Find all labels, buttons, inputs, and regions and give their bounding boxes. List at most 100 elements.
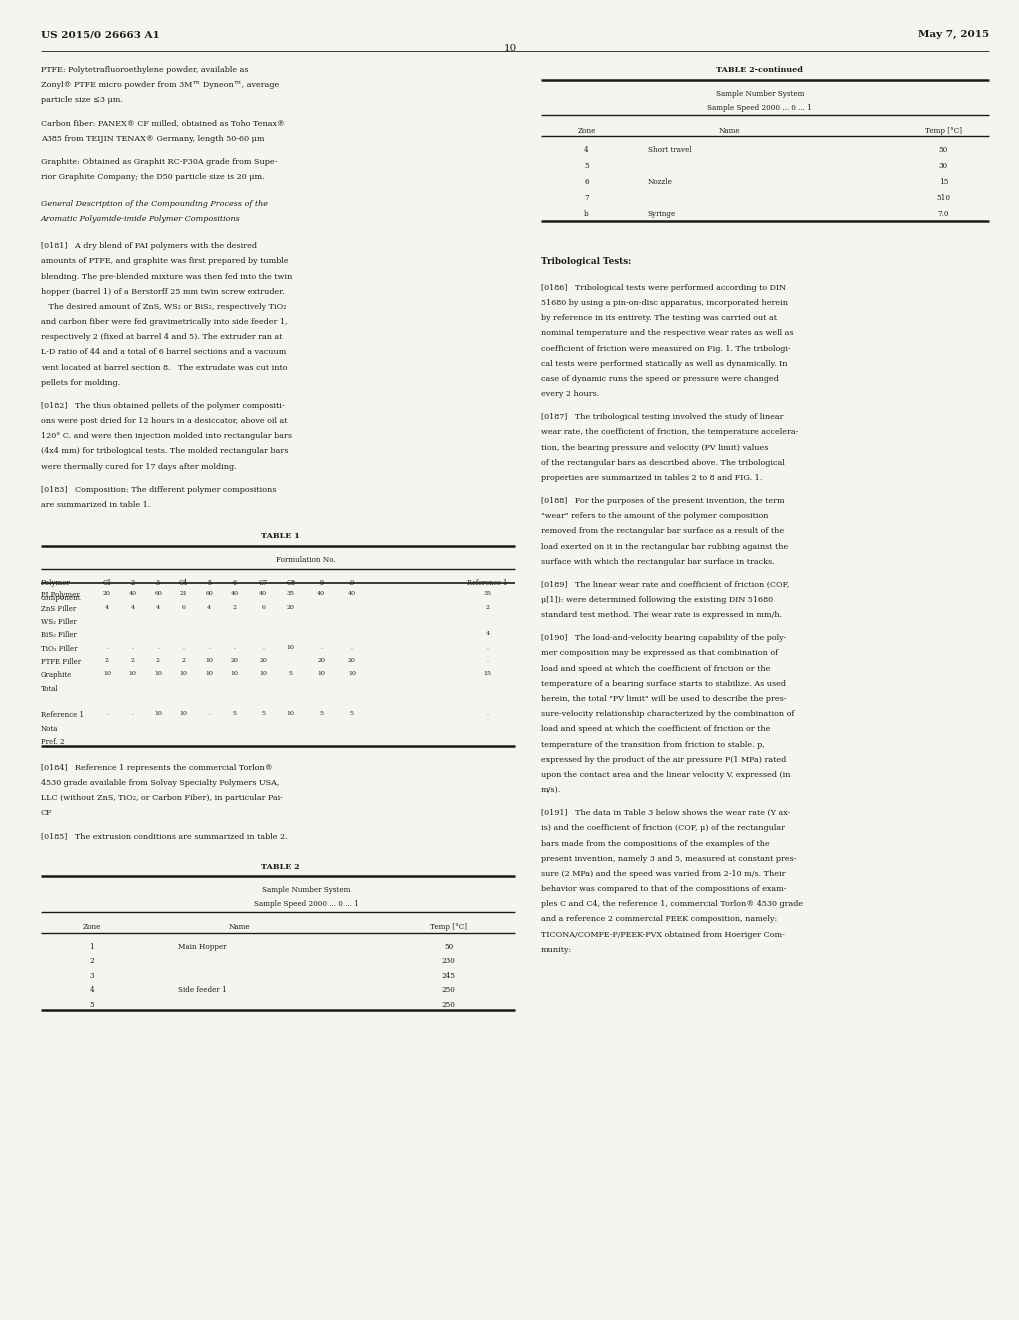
Text: rior Graphite Company; the D50 particle size is 20 μm.: rior Graphite Company; the D50 particle … <box>41 173 264 181</box>
Text: 30: 30 <box>938 162 947 170</box>
Text: 20: 20 <box>103 591 111 597</box>
Text: 5: 5 <box>261 711 265 717</box>
Text: cal tests were performed statically as well as dynamically. In: cal tests were performed statically as w… <box>540 360 787 368</box>
Text: 5: 5 <box>350 711 354 717</box>
Text: .0: .0 <box>348 579 355 587</box>
Text: 40: 40 <box>347 591 356 597</box>
Text: Name: Name <box>228 923 251 931</box>
Text: .: . <box>262 644 264 649</box>
Text: [0181]   A dry blend of PAI polymers with the desired: [0181] A dry blend of PAI polymers with … <box>41 242 257 251</box>
Text: 50: 50 <box>443 942 453 950</box>
Text: 35: 35 <box>286 591 294 597</box>
Text: Graphite: Obtained as Graphit RC-P30A grade from Supe-: Graphite: Obtained as Graphit RC-P30A gr… <box>41 157 277 166</box>
Text: .: . <box>182 644 184 649</box>
Text: 2: 2 <box>105 657 109 663</box>
Text: behavior was compared to that of the compositions of exam-: behavior was compared to that of the com… <box>540 886 786 894</box>
Text: load exerted on it in the rectangular bar rubbing against the: load exerted on it in the rectangular ba… <box>540 543 787 550</box>
Text: 5: 5 <box>90 1001 94 1008</box>
Text: 20: 20 <box>230 657 238 663</box>
Text: C7: C7 <box>259 579 267 587</box>
Text: upon the contact area and the linear velocity V. expressed (in: upon the contact area and the linear vel… <box>540 771 790 779</box>
Text: [0188]   For the purposes of the present invention, the term: [0188] For the purposes of the present i… <box>540 498 784 506</box>
Text: TICONA/COMPE-P/PEEK-PVX obtained from Hoeriger Com-: TICONA/COMPE-P/PEEK-PVX obtained from Ho… <box>540 931 784 939</box>
Text: Reference 1: Reference 1 <box>41 711 84 719</box>
Text: 2: 2 <box>90 957 94 965</box>
Text: 250: 250 <box>441 1001 455 1008</box>
Text: 10: 10 <box>103 672 111 676</box>
Text: 250: 250 <box>441 986 455 994</box>
Text: standard test method. The wear rate is expressed in mm/h.: standard test method. The wear rate is e… <box>540 611 781 619</box>
Text: Sample Speed 2000 ... 0 ... 1: Sample Speed 2000 ... 0 ... 1 <box>254 900 358 908</box>
Text: [0190]   The load-and-velocity bearing capability of the poly-: [0190] The load-and-velocity bearing cap… <box>540 635 786 643</box>
Text: 4: 4 <box>584 147 588 154</box>
Text: 10: 10 <box>179 711 187 717</box>
Text: Formulation No.: Formulation No. <box>276 556 335 564</box>
Text: is) and the coefficient of friction (COF, μ) of the rectangular: is) and the coefficient of friction (COF… <box>540 825 784 833</box>
Text: 15: 15 <box>937 178 948 186</box>
Text: 10: 10 <box>286 644 294 649</box>
Text: removed from the rectangular bar surface as a result of the: removed from the rectangular bar surface… <box>540 528 783 536</box>
Text: ZnS Filler: ZnS Filler <box>41 605 76 612</box>
Text: wear rate, the coefficient of friction, the temperature accelera-: wear rate, the coefficient of friction, … <box>540 429 797 437</box>
Text: ples C and C4, the reference 1, commercial Torlon® 4530 grade: ples C and C4, the reference 1, commerci… <box>540 900 802 908</box>
Text: tion, the bearing pressure and velocity (PV limit) values: tion, the bearing pressure and velocity … <box>540 444 767 451</box>
Text: 6: 6 <box>261 605 265 610</box>
Text: 510: 510 <box>935 194 950 202</box>
Text: Zone: Zone <box>577 127 595 135</box>
Text: bars made from the compositions of the examples of the: bars made from the compositions of the e… <box>540 840 768 847</box>
Text: 2: 2 <box>232 605 236 610</box>
Text: vent located at barrel section 8.   The extrudate was cut into: vent located at barrel section 8. The ex… <box>41 363 287 372</box>
Text: 10: 10 <box>154 711 162 717</box>
Text: sure-velocity relationship characterized by the combination of: sure-velocity relationship characterized… <box>540 710 793 718</box>
Text: 10: 10 <box>128 672 137 676</box>
Text: pellets for molding.: pellets for molding. <box>41 379 120 387</box>
Text: .: . <box>131 711 133 717</box>
Text: 4: 4 <box>105 605 109 610</box>
Text: 2: 2 <box>130 579 135 587</box>
Text: May 7, 2015: May 7, 2015 <box>917 30 988 40</box>
Text: sure (2 MPa) and the speed was varied from 2-10 m/s. Their: sure (2 MPa) and the speed was varied fr… <box>540 870 785 878</box>
Text: .: . <box>486 657 488 663</box>
Text: Pref. 2: Pref. 2 <box>41 738 64 746</box>
Text: .: . <box>351 644 353 649</box>
Text: .: . <box>233 644 235 649</box>
Text: μ[1]): were determined following the existing DIN 51680: μ[1]): were determined following the exi… <box>540 597 772 605</box>
Text: coefficient of friction were measured on Fig. 1. The tribologi-: coefficient of friction were measured on… <box>540 345 790 352</box>
Text: The desired amount of ZnS, WS₂ or BiS₂, respectively TiO₂: The desired amount of ZnS, WS₂ or BiS₂, … <box>41 302 286 312</box>
Text: PTFE Filler: PTFE Filler <box>41 657 81 667</box>
Text: .: . <box>486 711 488 717</box>
Text: 10: 10 <box>259 672 267 676</box>
Text: 40: 40 <box>128 591 137 597</box>
Text: 20: 20 <box>259 657 267 663</box>
Text: 4530 grade available from Solvay Specialty Polymers USA,: 4530 grade available from Solvay Special… <box>41 779 279 787</box>
Text: Nozzle: Nozzle <box>647 178 672 186</box>
Text: [0186]   Tribological tests were performed according to DIN: [0186] Tribological tests were performed… <box>540 284 785 292</box>
Text: .: . <box>106 711 108 717</box>
Text: .: . <box>208 711 210 717</box>
Text: 6: 6 <box>232 579 236 587</box>
Text: Zonyl® PTFE micro powder from 3M™ Dyneon™, average: Zonyl® PTFE micro powder from 3M™ Dyneon… <box>41 82 279 90</box>
Text: Nota: Nota <box>41 725 58 733</box>
Text: C1: C1 <box>103 579 111 587</box>
Text: temperature of the transition from friction to stable. p,: temperature of the transition from frict… <box>540 741 763 748</box>
Text: WS₂ Filler: WS₂ Filler <box>41 618 76 626</box>
Text: 10: 10 <box>179 672 187 676</box>
Text: Sample Number System: Sample Number System <box>262 886 350 894</box>
Text: nominal temperature and the respective wear rates as well as: nominal temperature and the respective w… <box>540 330 793 338</box>
Text: [0185]   The extrusion conditions are summarized in table 2.: [0185] The extrusion conditions are summ… <box>41 832 287 841</box>
Text: Tribological Tests:: Tribological Tests: <box>540 256 631 265</box>
Text: were thermally cured for 17 days after molding.: were thermally cured for 17 days after m… <box>41 462 236 471</box>
Text: expressed by the product of the air pressure P(1 MPa) rated: expressed by the product of the air pres… <box>540 756 785 764</box>
Text: TABLE 1: TABLE 1 <box>261 532 300 540</box>
Text: 10: 10 <box>317 672 325 676</box>
Text: Polymer: Polymer <box>41 579 70 587</box>
Text: 5: 5 <box>319 711 323 717</box>
Text: 50: 50 <box>937 147 948 154</box>
Text: 40: 40 <box>317 591 325 597</box>
Text: temperature of a bearing surface starts to stabilize. As used: temperature of a bearing surface starts … <box>540 680 785 688</box>
Text: US 2015/0 26663 A1: US 2015/0 26663 A1 <box>41 30 159 40</box>
Text: 10: 10 <box>154 672 162 676</box>
Text: 5: 5 <box>207 579 211 587</box>
Text: 40: 40 <box>259 591 267 597</box>
Text: mer composition may be expressed as that combination of: mer composition may be expressed as that… <box>540 649 776 657</box>
